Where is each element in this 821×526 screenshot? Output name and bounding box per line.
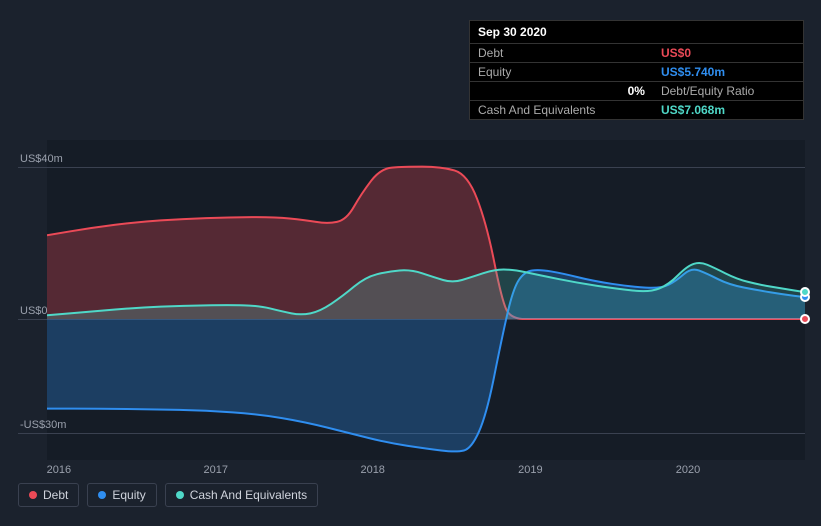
tooltip-ratio-value: 0% [470, 82, 653, 101]
tooltip-row: EquityUS$5.740m [470, 63, 803, 82]
tooltip-row: 0%Debt/Equity Ratio [470, 82, 803, 101]
tooltip-table: DebtUS$0EquityUS$5.740m0%Debt/Equity Rat… [470, 43, 803, 119]
tooltip-value: US$7.068m [653, 101, 803, 120]
cash-end-marker [800, 287, 810, 297]
tooltip-ratio-label: Debt/Equity Ratio [653, 82, 803, 101]
tooltip-value: US$0 [653, 44, 803, 63]
tooltip-value: US$5.740m [653, 63, 803, 82]
debt-end-marker [800, 314, 810, 324]
tooltip-label: Debt [470, 44, 653, 63]
financials-chart: Sep 30 2020 DebtUS$0EquityUS$5.740m0%Deb… [0, 0, 821, 526]
tooltip-row: DebtUS$0 [470, 44, 803, 63]
tooltip-date: Sep 30 2020 [470, 21, 803, 43]
tooltip-label: Equity [470, 63, 653, 82]
tooltip-row: Cash And EquivalentsUS$7.068m [470, 101, 803, 120]
chart-tooltip: Sep 30 2020 DebtUS$0EquityUS$5.740m0%Deb… [469, 20, 804, 120]
tooltip-label: Cash And Equivalents [470, 101, 653, 120]
